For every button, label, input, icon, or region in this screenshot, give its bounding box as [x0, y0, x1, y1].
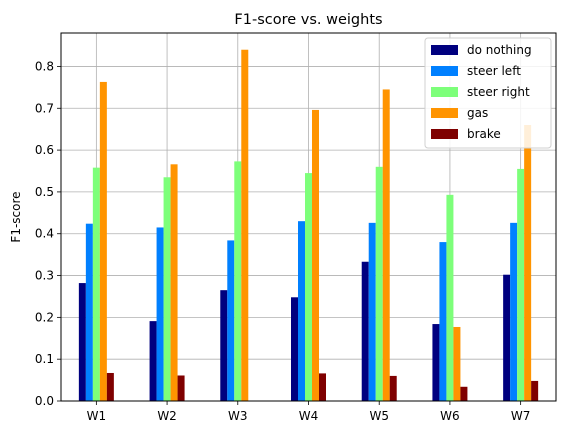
y-tick-label: 0.6	[35, 143, 54, 157]
x-tick-label: W4	[299, 409, 319, 423]
legend-label: gas	[467, 106, 488, 120]
bar-gas-W1	[99, 81, 107, 401]
bar-steer-left-W2	[156, 227, 164, 401]
x-tick-label: W5	[369, 409, 389, 423]
legend-label: steer left	[467, 64, 521, 78]
bar-do-nothing-W4	[291, 297, 298, 401]
y-axis: 0.0 0.1 0.2 0.3 0.4 0.5 0.6 0.7 0.8	[35, 59, 61, 408]
bar-gas-W4	[312, 109, 319, 401]
y-tick-label: 0.1	[35, 352, 54, 366]
bar-do-nothing-W6	[432, 324, 440, 401]
bar-gas-W5	[382, 89, 390, 402]
bar-brake-W7	[531, 380, 539, 401]
bar-gas-W7	[524, 125, 532, 401]
legend-swatch	[431, 45, 458, 55]
y-tick-label: 0.7	[35, 101, 54, 115]
bar-steer-left-W7	[510, 222, 518, 401]
legend-swatch	[431, 108, 458, 118]
y-tick-label: 0.4	[35, 227, 54, 241]
legend: do nothing steer left steer right gas brake	[424, 37, 552, 149]
bar-steer-right-W1	[92, 167, 100, 401]
bar-steer-right-W5	[375, 166, 383, 401]
legend-swatch	[431, 87, 458, 97]
bar-steer-right-W2	[163, 177, 171, 401]
bar-gas-W3	[241, 49, 249, 402]
bar-do-nothing-W5	[361, 261, 369, 401]
x-tick-label: W3	[228, 409, 248, 423]
bar-brake-W6	[460, 386, 468, 401]
bar-do-nothing-W3	[220, 290, 228, 401]
bar-brake-W4	[319, 373, 326, 401]
bar-brake-W1	[106, 372, 114, 401]
bar-steer-left-W4	[298, 221, 305, 401]
legend-swatch	[431, 129, 458, 139]
bars	[78, 49, 539, 402]
legend-box	[424, 37, 552, 149]
x-tick-label: W6	[440, 409, 460, 423]
bar-steer-right-W3	[234, 161, 242, 401]
bar-gas-W6	[453, 326, 461, 401]
y-tick-label: 0.8	[35, 59, 54, 73]
bar-do-nothing-W1	[78, 283, 86, 401]
bar-do-nothing-W2	[149, 321, 157, 401]
legend-label: brake	[467, 127, 501, 141]
y-tick-label: 0.5	[35, 185, 54, 199]
x-tick-label: W7	[511, 409, 531, 423]
y-tick-label: 0.3	[35, 269, 54, 283]
chart-title: F1-score vs. weights	[234, 12, 382, 28]
y-tick-label: 0.2	[35, 310, 54, 324]
x-axis: W1 W2 W3 W4 W5 W6 W7	[87, 401, 531, 423]
bar-steer-right-W7	[517, 168, 525, 401]
bar-steer-right-W4	[305, 173, 312, 401]
bar-brake-W5	[389, 375, 397, 401]
bar-steer-right-W6	[446, 194, 454, 401]
legend-label: do nothing	[467, 43, 532, 57]
bar-steer-left-W3	[227, 240, 235, 401]
legend-swatch	[431, 66, 458, 76]
x-tick-label: W2	[157, 409, 177, 423]
bar-gas-W2	[170, 164, 178, 401]
legend-label: steer right	[467, 85, 530, 99]
bar-brake-W2	[177, 375, 185, 401]
bar-do-nothing-W7	[503, 274, 511, 401]
bar-steer-left-W5	[368, 222, 376, 401]
bar-steer-left-W6	[439, 242, 447, 401]
bar-steer-left-W1	[85, 223, 93, 401]
y-tick-label: 0.0	[35, 394, 54, 408]
x-tick-label: W1	[87, 409, 107, 423]
y-axis-label: F1-score	[9, 191, 23, 242]
